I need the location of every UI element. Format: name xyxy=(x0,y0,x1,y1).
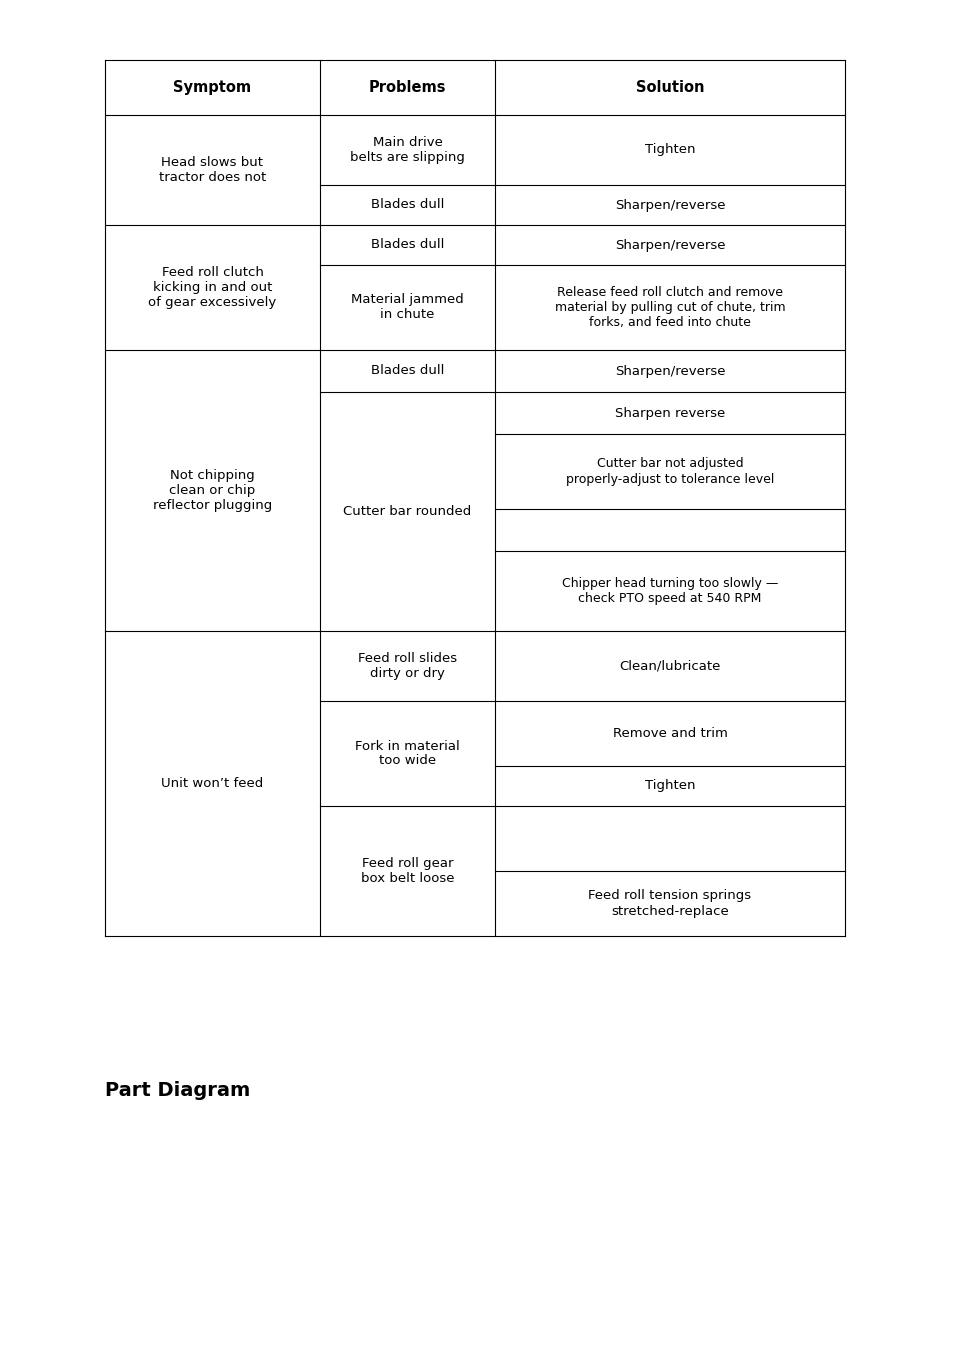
Text: Clean/lubricate: Clean/lubricate xyxy=(618,659,720,673)
Text: Head slows but
tractor does not: Head slows but tractor does not xyxy=(159,155,266,184)
Text: Not chipping
clean or chip
reflector plugging: Not chipping clean or chip reflector plu… xyxy=(152,469,272,512)
Text: Symptom: Symptom xyxy=(173,80,252,95)
Text: Sharpen/reverse: Sharpen/reverse xyxy=(614,365,724,377)
Text: Tighten: Tighten xyxy=(644,780,695,793)
Text: Feed roll clutch
kicking in and out
of gear excessively: Feed roll clutch kicking in and out of g… xyxy=(149,266,276,309)
Text: Cutter bar rounded: Cutter bar rounded xyxy=(343,505,471,517)
Text: Part Diagram: Part Diagram xyxy=(105,1081,250,1100)
Text: Blades dull: Blades dull xyxy=(371,239,444,251)
Text: Sharpen/reverse: Sharpen/reverse xyxy=(614,239,724,251)
Text: Blades dull: Blades dull xyxy=(371,365,444,377)
Text: Chipper head turning too slowly —
check PTO speed at 540 RPM: Chipper head turning too slowly — check … xyxy=(561,577,778,605)
Text: Release feed roll clutch and remove
material by pulling cut of chute, trim
forks: Release feed roll clutch and remove mate… xyxy=(554,286,784,330)
Text: Unit won’t feed: Unit won’t feed xyxy=(161,777,263,790)
Text: Fork in material
too wide: Fork in material too wide xyxy=(355,739,459,767)
Text: Problems: Problems xyxy=(369,80,446,95)
Text: Sharpen/reverse: Sharpen/reverse xyxy=(614,199,724,212)
Text: Feed roll slides
dirty or dry: Feed roll slides dirty or dry xyxy=(357,653,456,680)
Text: Main drive
belts are slipping: Main drive belts are slipping xyxy=(350,136,464,163)
Text: Tighten: Tighten xyxy=(644,143,695,157)
Text: Feed roll tension springs
stretched-replace: Feed roll tension springs stretched-repl… xyxy=(588,889,751,917)
Text: Material jammed
in chute: Material jammed in chute xyxy=(351,293,463,322)
Text: Blades dull: Blades dull xyxy=(371,199,444,212)
Text: Sharpen reverse: Sharpen reverse xyxy=(615,407,724,420)
Text: Cutter bar not adjusted
properly-adjust to tolerance level: Cutter bar not adjusted properly-adjust … xyxy=(565,458,774,485)
Text: Solution: Solution xyxy=(635,80,703,95)
Text: Feed roll gear
box belt loose: Feed roll gear box belt loose xyxy=(360,857,454,885)
Text: Remove and trim: Remove and trim xyxy=(612,727,727,740)
